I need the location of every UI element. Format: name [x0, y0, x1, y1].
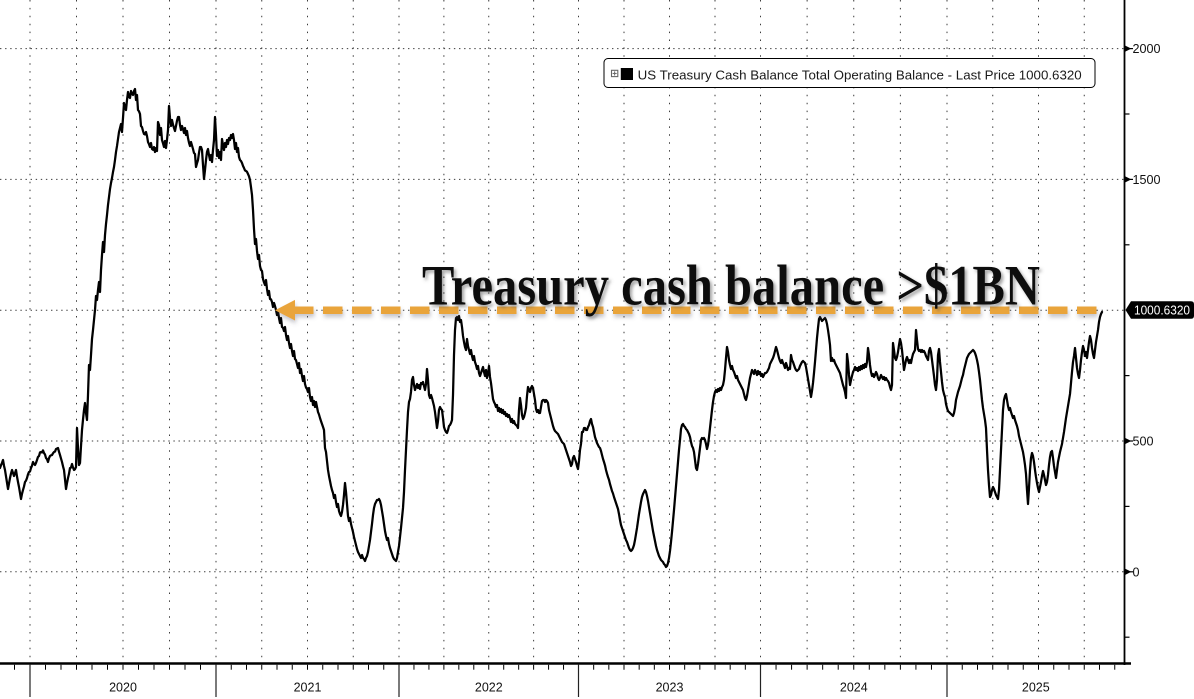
- svg-text:2022: 2022: [475, 681, 503, 695]
- svg-text:Treasury cash balance >$1BN: Treasury cash balance >$1BN: [422, 255, 1040, 318]
- svg-text:US Treasury Cash Balance Total: US Treasury Cash Balance Total Operating…: [638, 67, 1082, 82]
- svg-text:1000.6320: 1000.6320: [1134, 303, 1190, 318]
- svg-text:1500: 1500: [1133, 173, 1161, 187]
- svg-text:2025: 2025: [1022, 681, 1050, 695]
- svg-text:0: 0: [1133, 565, 1140, 579]
- svg-text:2000: 2000: [1133, 42, 1161, 56]
- svg-text:2023: 2023: [656, 681, 684, 695]
- svg-text:2021: 2021: [294, 681, 322, 695]
- svg-text:2020: 2020: [109, 681, 137, 695]
- svg-text:2024: 2024: [840, 681, 868, 695]
- svg-text:500: 500: [1133, 435, 1154, 449]
